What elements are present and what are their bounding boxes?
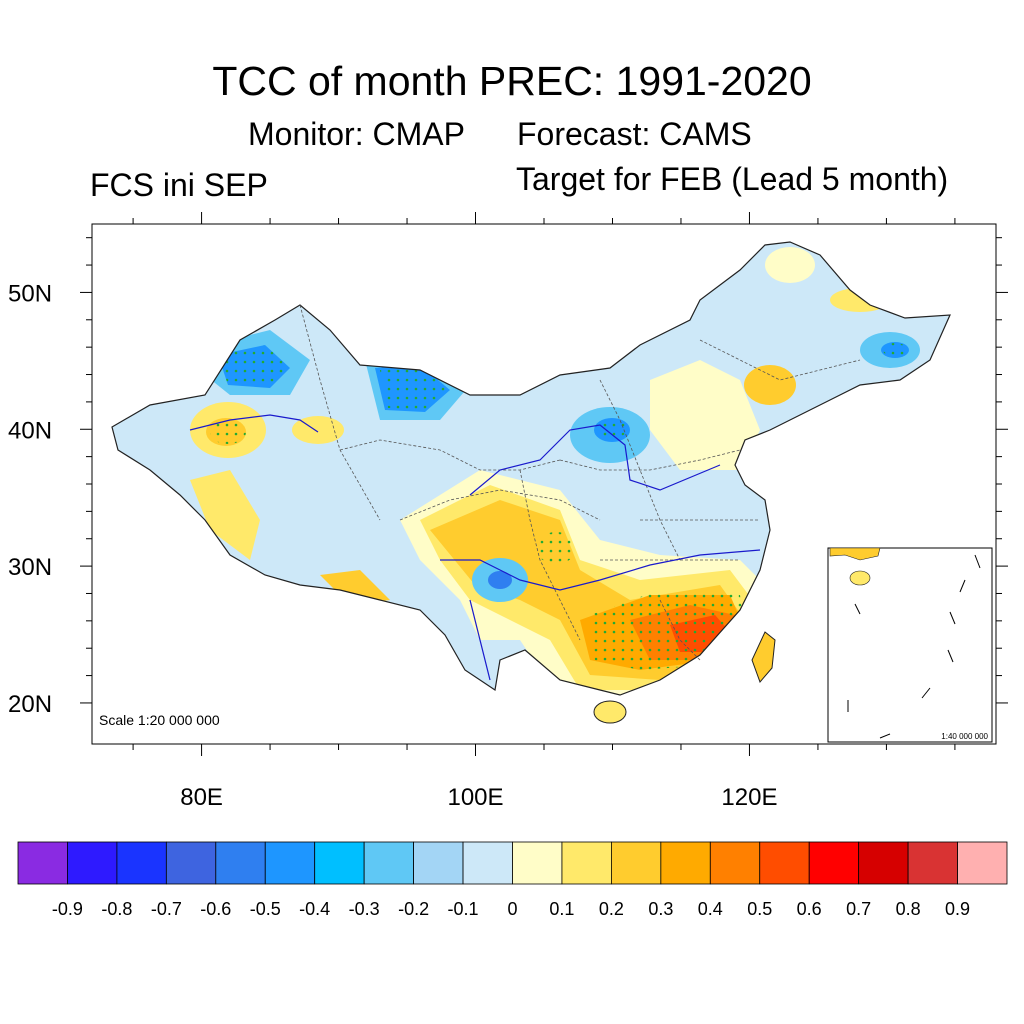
lon-label: 120E [721,784,777,811]
colorbar-label: 0.3 [648,899,673,919]
significance-sichuan [536,532,576,564]
lat-label: 30N [8,554,52,581]
colorbar-label: 0.2 [599,899,624,919]
forecast-label: Forecast: CAMS [517,116,752,152]
colorbar-label: -0.5 [250,899,281,919]
colorbar-box [165,841,217,885]
map-axes: 50N 40N 30N 20N 80E 100E 120E [8,212,1008,811]
colorbar-box [709,841,761,885]
colorbar-box [858,841,909,885]
significance-ne [883,343,907,357]
colorbar-box [363,841,414,885]
lat-label: 40N [8,417,52,444]
colorbar-label: -0.2 [398,899,429,919]
colorbar-box [116,841,167,885]
lat-label: 50N [8,280,52,307]
colorbar-label: 0.9 [945,899,970,919]
field-positive-ne-core [744,365,796,405]
colorbar-box [660,841,711,885]
colorbar-label: 0.1 [549,899,574,919]
inset-scale-label: 1:40 000 000 [941,732,988,741]
colorbar-box [808,841,860,885]
colorbar-box [17,841,68,885]
colorbar-box [907,841,958,885]
colorbar-box [264,841,316,885]
colorbar-label: -0.8 [101,899,132,919]
nine-dash-line [847,554,981,739]
field-positive-tibet [190,470,260,560]
colorbar-label: -0.4 [299,899,330,919]
colorbar-label: -0.1 [448,899,479,919]
country-outline [111,241,951,696]
map-title: TCC of month PREC: 1991-2020 [212,58,812,104]
colorbar-box [314,841,365,885]
colorbar-box [512,841,563,885]
colorbar-label: 0.8 [896,899,921,919]
init-label: FCS ini SEP [90,167,268,203]
lat-label: 20N [8,691,52,718]
significance-xj [210,420,246,444]
colorbar-label: 0.4 [698,899,723,919]
colorbar-box [462,841,513,885]
inset-coast [829,547,881,561]
target-label: Target for FEB (Lead 5 month) [516,161,949,197]
field-positive-ne-top [765,247,815,283]
province-borders [299,304,861,661]
colorbar-label: -0.9 [52,899,83,919]
colorbar-label: -0.6 [200,899,231,919]
colorbar-box [67,841,118,885]
field-positive-tibet-south [320,570,390,605]
field-negative-sw-core [488,571,512,589]
field-positive-ne [650,360,760,470]
colorbar-label: 0.7 [846,899,871,919]
lon-label: 100E [447,784,503,811]
colorbar-box [957,841,1008,885]
scale-label: Scale 1:20 000 000 [99,712,220,728]
colorbar-box [611,841,662,885]
lon-label: 80E [180,784,223,811]
colorbar-box [215,841,266,885]
significance-nw [218,345,290,388]
hainan-island [593,700,627,724]
colorbar-box [413,841,464,885]
inset-hainan [849,570,871,586]
colorbar-box [561,841,612,885]
colorbar-label: -0.3 [349,899,380,919]
significance-north [380,367,448,410]
significance-central [596,418,628,438]
colorbar-label: 0.6 [797,899,822,919]
colorbar-label: 0.5 [747,899,772,919]
taiwan-island [751,631,776,683]
colorbar-label: 0 [507,899,517,919]
colorbar-box [759,841,810,885]
rivers [189,414,761,681]
colorbar-label: -0.7 [151,899,182,919]
monitor-label: Monitor: CMAP [248,116,465,152]
